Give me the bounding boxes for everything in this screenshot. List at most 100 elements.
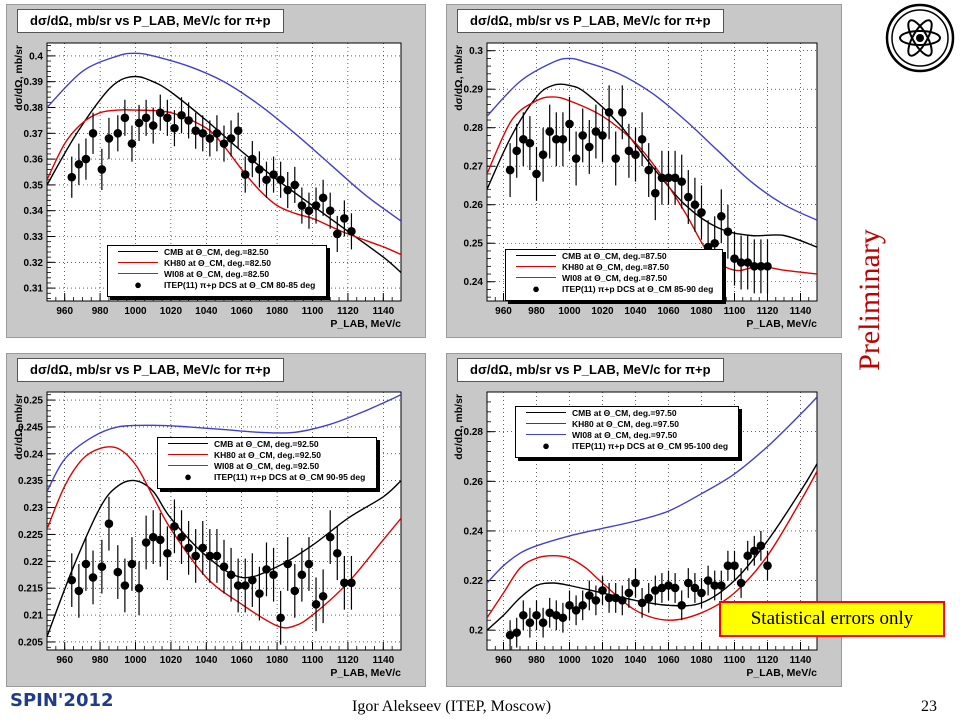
data-point [598,131,607,140]
y-tick-label: 0.22 [464,576,484,587]
data-point [113,567,123,577]
legend-label: KH80 at Θ_CM, deg.=82.50 [164,257,272,268]
conference-name: SPIN'2012 [10,690,114,711]
data-point [198,129,208,138]
data-point [519,610,528,620]
y-tick-label: 0.31 [24,284,44,295]
data-point [710,238,719,248]
data-point [97,165,107,174]
data-point [269,170,278,179]
data-point [690,200,700,210]
data-point [532,169,541,179]
x-axis-label: P_LAB, MeV/c [746,318,817,330]
x-tick-label: 1000 [124,655,147,666]
data-point [325,206,335,215]
legend-line-swatch [516,255,556,256]
legend-entry: ● ITEP(11) π+p DCS at Θ_CM 90-95 deg [158,469,376,484]
data-point [141,538,151,547]
y-tick-label: 0.4 [29,51,43,62]
legend-entry: WI08 at Θ_CM, deg.=92.50 [158,460,376,471]
y-tick-label: 0.2 [469,626,483,637]
x-tick-label: 1120 [757,655,779,666]
x-tick-label: 960 [56,655,73,666]
data-point [283,185,293,195]
data-point [304,559,314,569]
data-point [578,131,587,140]
data-point [644,593,653,603]
y-axis-label: dσ/dΩ, mb/sr [453,394,465,460]
legend-entry: ● ITEP(11) π+p DCS at Θ_CM 95-100 deg [516,438,738,453]
data-point [269,570,278,580]
legend-marker-swatch: ● [542,438,550,453]
data-point [226,570,236,580]
data-point [598,586,607,595]
data-point [565,119,574,129]
data-point [723,227,733,236]
curve-wi08 [47,52,401,222]
legend-label: ITEP(11) π+p DCS at Θ_CM 95-100 deg [572,440,729,451]
data-point [651,586,660,595]
data-point [226,134,236,143]
data-point [532,610,541,620]
x-tick-label: 1040 [195,306,218,317]
data-point [120,113,130,123]
data-point [97,562,107,571]
data-point [697,588,706,598]
itep-emblem-icon [885,3,955,73]
data-point [141,113,151,123]
data-point [347,578,356,588]
data-point [750,262,759,271]
data-point [637,134,647,144]
data-point [332,229,342,239]
data-point [155,108,165,117]
data-point [756,541,766,551]
y-tick-label: 0.235 [18,476,43,487]
data-point [558,134,568,144]
data-point [170,522,179,531]
chart-legend: CMB at Θ_CM, deg.=87.50 KH80 at Θ_CM, deg… [505,249,723,301]
data-point [736,578,746,588]
x-tick-label: 960 [56,306,73,317]
preliminary-label: Preliminary [853,229,886,371]
data-point [347,227,356,236]
data-point [311,600,321,609]
data-point [67,172,77,182]
legend-entry: WI08 at Θ_CM, deg.=82.50 [108,268,326,279]
x-tick-label: 1100 [724,655,746,666]
data-point [604,593,614,603]
data-point [611,593,620,603]
x-tick-label: 1060 [657,306,680,317]
data-point [318,591,328,601]
data-point [684,192,693,202]
data-point [340,214,349,223]
legend-label: CMB at Θ_CM, deg.=82.50 [164,246,269,257]
x-tick-label: 1060 [657,655,680,666]
data-point [81,154,91,164]
data-point [283,559,293,569]
x-tick-label: 1120 [757,306,779,317]
chart-legend: CMB at Θ_CM, deg.=97.50 KH80 at Θ_CM, deg… [515,406,739,458]
x-tick-label: 1100 [302,306,324,317]
data-point [155,535,165,545]
y-tick-label: 0.23 [24,503,44,514]
data-point [240,581,250,590]
data-point [611,154,620,163]
data-point [717,211,726,221]
data-point [74,586,84,596]
x-tick-label: 1000 [124,306,147,317]
x-tick-label: 1020 [591,655,614,666]
data-point [631,150,640,159]
data-point [163,548,172,558]
data-point [670,583,680,593]
y-tick-label: 0.26 [464,200,484,211]
data-point [184,543,193,553]
legend-marker-swatch: ● [184,469,192,484]
data-point [736,258,746,267]
data-point [723,561,733,570]
x-tick-label: 1080 [266,655,289,666]
legend-entry: CMB at Θ_CM, deg.=92.50 [158,438,376,449]
curve-wi08 [47,394,401,492]
data-point [743,551,752,561]
data-point [233,581,243,590]
data-point [198,543,208,553]
